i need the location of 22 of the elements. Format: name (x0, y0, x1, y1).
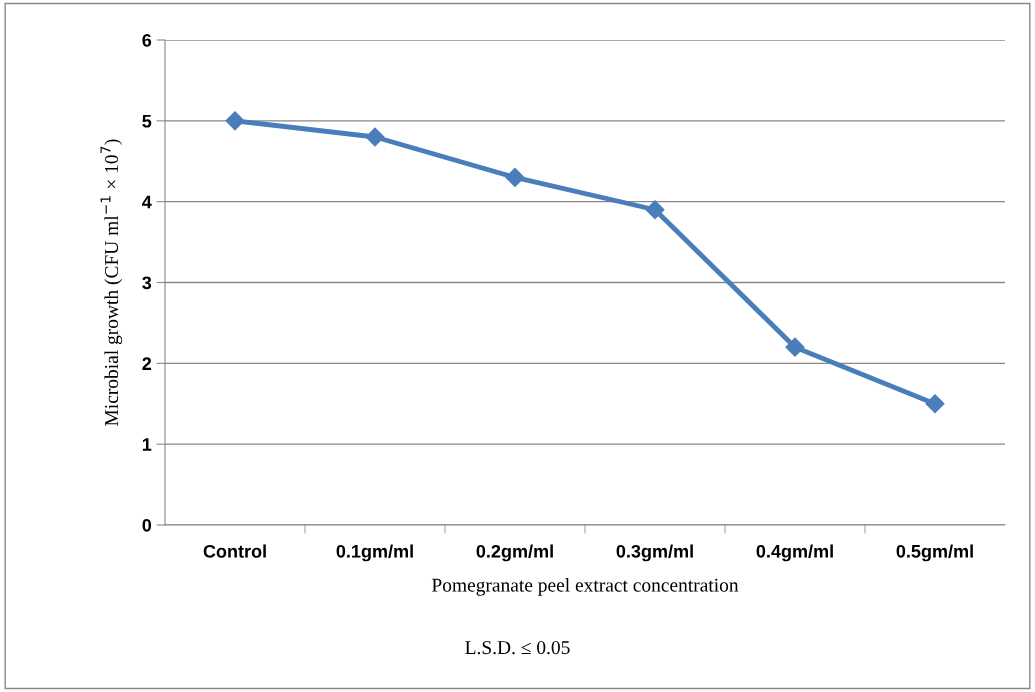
y-tick-label: 2 (142, 357, 152, 370)
point (225, 111, 245, 131)
x-tick-label: 0.3gm/ml (616, 544, 693, 562)
x-tick-label: 0.1gm/ml (336, 544, 413, 562)
y-tick-label: 5 (142, 114, 152, 128)
y-tick-label: 6 (142, 33, 152, 47)
point (785, 337, 805, 357)
point (645, 200, 665, 220)
y-tick-label: 0 (142, 518, 152, 532)
point (365, 127, 385, 147)
x-tick-label: 0.4gm/ml (756, 544, 833, 562)
y-tick-label: 4 (142, 195, 152, 209)
y-tick-label: 3 (142, 276, 152, 290)
point (505, 167, 525, 187)
x-tick-label: 0.2gm/ml (476, 544, 553, 562)
point (925, 394, 945, 414)
x-axis-title: Pomegranate peel extract concentration (431, 578, 739, 596)
x-tick-label: Control (203, 544, 266, 558)
y-tick-label: 1 (142, 438, 152, 451)
y-axis-title: Microbial growth (CFU ml$^{−1}$ × 10$^{7}$) (100, 139, 123, 426)
x-tick-label: 0.5gm/ml (896, 544, 973, 562)
text: L.S.D. ≤ 0.05 (465, 641, 570, 655)
